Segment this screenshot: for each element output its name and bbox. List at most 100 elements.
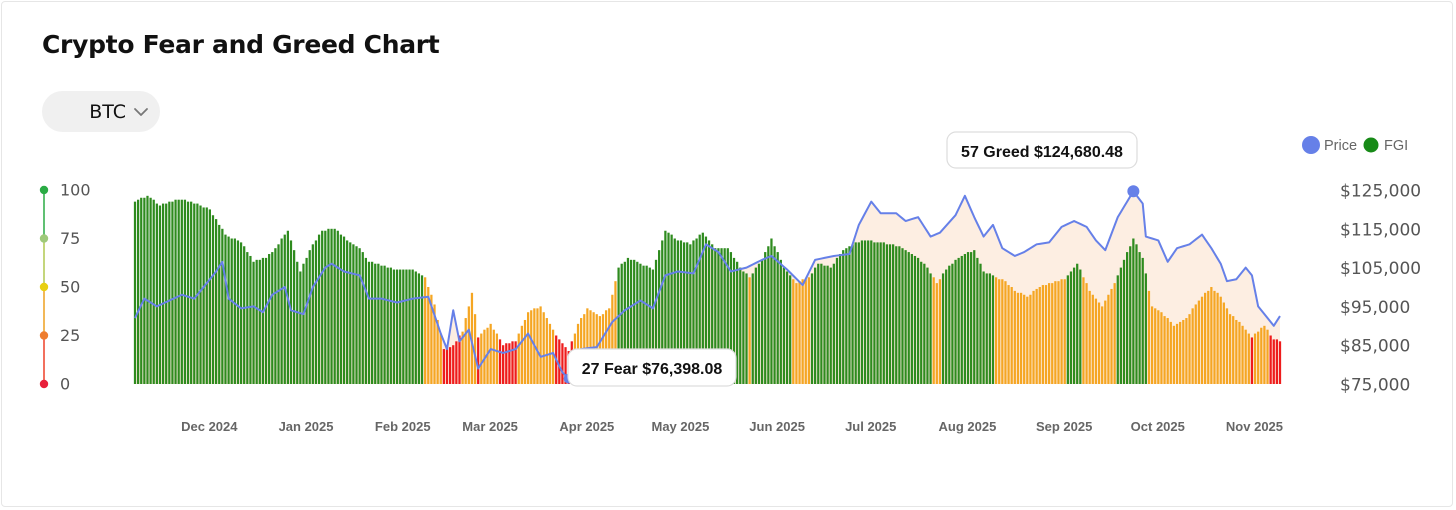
fgi-bar <box>255 259 258 384</box>
fgi-bar <box>1278 341 1282 384</box>
fgi-bar <box>202 207 205 384</box>
fgi-bar <box>751 273 754 384</box>
fgi-bar <box>1001 279 1004 384</box>
fgi-bar <box>452 345 455 384</box>
fgi-bar <box>165 203 168 384</box>
fgi-bar <box>795 283 798 384</box>
fgi-bar <box>252 261 255 384</box>
fgi-bar <box>411 269 414 384</box>
fgi-bar <box>860 240 864 384</box>
fgi-bar <box>536 308 539 384</box>
fgi-bar <box>767 246 770 384</box>
fgi-bar <box>1057 281 1060 384</box>
fgi-bar <box>854 242 857 384</box>
fgi-bar <box>1051 283 1054 384</box>
fgi-bar <box>823 265 826 384</box>
fgi-bar <box>308 250 311 384</box>
fgi-bar <box>458 335 461 384</box>
fgi-bar <box>636 261 639 384</box>
fgi-bar <box>299 271 302 384</box>
fgi-bar <box>230 238 233 384</box>
fgi-bar <box>932 277 935 384</box>
fgi-bar <box>863 240 867 384</box>
fgi-bar <box>239 242 243 384</box>
fgi-bar <box>277 244 280 384</box>
fgi-bar <box>296 261 299 384</box>
fgi-bar <box>330 228 333 384</box>
y-right-tick-label: $95,000 <box>1340 298 1410 318</box>
asset-selector[interactable]: BTC <box>42 91 160 132</box>
peak-price-marker[interactable] <box>1127 185 1140 198</box>
fgi-bar <box>976 257 979 384</box>
x-tick-label: Apr 2025 <box>559 419 614 434</box>
fgi-bar <box>205 207 208 384</box>
fgi-bar <box>177 199 180 384</box>
fgi-bar <box>604 310 608 384</box>
fgi-bar <box>517 333 520 384</box>
fgi-bar <box>208 209 211 384</box>
fgi-bar <box>414 271 417 384</box>
fgi-bar <box>1219 296 1222 384</box>
fgi-bar <box>626 257 630 384</box>
fgi-bar <box>261 257 265 384</box>
fgi-bar <box>355 246 358 384</box>
fgi-bar <box>558 339 561 384</box>
fgi-bar <box>1194 304 1197 384</box>
fgi-bar <box>374 263 377 384</box>
fgi-bar <box>639 263 642 384</box>
fgi-bar <box>1016 292 1020 384</box>
fgi-bar <box>1160 312 1163 384</box>
fgi-bar <box>370 261 374 384</box>
fgi-bar <box>661 240 664 384</box>
x-tick-label: May 2025 <box>652 419 710 434</box>
fgi-bar <box>1213 290 1216 384</box>
price-legend-icon[interactable] <box>1302 136 1320 154</box>
fgi-bar <box>676 240 679 384</box>
fgi-bar <box>561 343 564 384</box>
fgi-bar <box>545 318 548 384</box>
fgi-bar <box>885 244 889 384</box>
fgi-bar <box>723 248 726 384</box>
fgi-bar <box>221 228 224 384</box>
fgi-bar <box>495 333 499 384</box>
fgi-bar <box>486 327 489 384</box>
fgi-bar <box>717 248 720 384</box>
fgi-bar <box>1150 306 1154 384</box>
y-right-tick-label: $125,000 <box>1340 182 1421 202</box>
fgi-bar <box>292 250 296 384</box>
fgi-bar <box>1044 285 1048 384</box>
fgi-bar <box>1275 339 1279 384</box>
y-left-tick-label: 75 <box>60 229 80 248</box>
fgi-bar <box>211 215 215 384</box>
fgi-bar <box>973 250 976 384</box>
fgi-bar <box>551 329 555 384</box>
fgi-bar <box>1126 252 1129 384</box>
fgi-bar <box>342 236 346 384</box>
fgi-bar <box>473 314 477 384</box>
fgi-bar <box>542 312 545 384</box>
fgi-legend-icon[interactable] <box>1363 137 1379 153</box>
fgi-bar <box>502 345 505 384</box>
fgi-bar <box>873 242 876 384</box>
fgi-bar <box>227 236 230 384</box>
fgi-bar <box>779 259 782 384</box>
fgi-bar <box>1157 310 1160 384</box>
fgi-bar <box>1182 319 1185 384</box>
fgi-bar <box>408 269 411 384</box>
fgi-bar <box>732 257 736 384</box>
y-left-tick-label: 100 <box>60 181 91 200</box>
fgi-bar <box>430 294 433 384</box>
fgi-bar <box>489 323 492 384</box>
fgi-bar <box>979 263 982 384</box>
fgi-bar <box>530 310 533 384</box>
x-tick-label: Mar 2025 <box>462 419 518 434</box>
fgi-bar <box>417 273 421 384</box>
fgi-bar <box>720 248 723 384</box>
fgi-bar <box>776 252 779 384</box>
fgi-bar <box>364 257 367 384</box>
fgi-bar <box>904 250 907 384</box>
fgi-bar <box>629 259 633 384</box>
fgi-bar <box>1253 333 1257 384</box>
fgi-scale-dot <box>39 282 49 292</box>
fgi-bar <box>461 331 464 384</box>
